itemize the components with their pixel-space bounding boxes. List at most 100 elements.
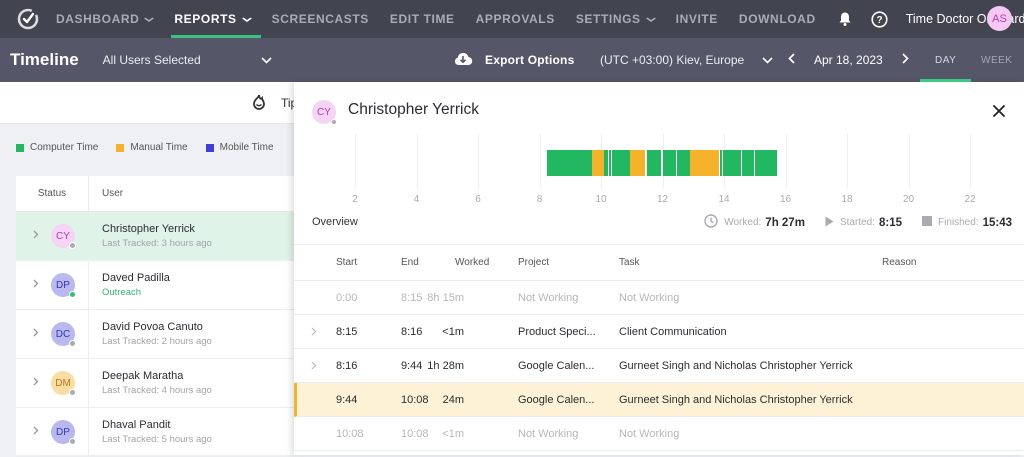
- computer-time-segment[interactable]: [755, 150, 777, 176]
- nav-item-reports[interactable]: REPORTS: [171, 0, 261, 38]
- tab-week[interactable]: WEEK: [981, 54, 1013, 66]
- computer-time-segment[interactable]: [608, 150, 612, 176]
- nav-item-approvals[interactable]: APPROVALS: [476, 0, 555, 38]
- current-date[interactable]: Apr 18, 2023: [814, 53, 883, 67]
- expand-chevron-icon[interactable]: [311, 315, 317, 348]
- activity-row[interactable]: 8:15 8:16 <1m Product Speci... Client Commun…: [294, 315, 1024, 349]
- column-header-task: Task: [619, 257, 640, 268]
- user-avatar: DM: [51, 371, 76, 396]
- chevron-down-icon: [144, 14, 155, 24]
- divider: [294, 244, 1024, 245]
- x-axis-tick: 4: [413, 194, 420, 205]
- nav-item-invite[interactable]: INVITE: [676, 0, 718, 38]
- cell-project: Product Speci...: [518, 325, 596, 338]
- x-axis-tick: 14: [718, 194, 730, 205]
- clock-icon: [704, 214, 718, 231]
- expand-chevron-icon[interactable]: [311, 349, 317, 382]
- nav-item-screencasts[interactable]: SCREENCASTS: [272, 0, 369, 38]
- cell-start: 0:00: [336, 291, 358, 304]
- computer-time-segment[interactable]: [604, 150, 609, 176]
- help-circle-icon[interactable]: ?: [871, 7, 888, 31]
- user-last-tracked: Last Tracked: 3 hours ago: [102, 238, 212, 249]
- status-dot: [69, 389, 76, 396]
- status-cell: DP: [16, 261, 89, 309]
- user-filter-value: All Users Selected: [102, 53, 201, 67]
- legend-manual-time: Manual Time: [116, 142, 188, 153]
- finished-value: 15:43: [982, 216, 1012, 229]
- column-header-project: Project: [518, 257, 550, 268]
- x-axis-tick: 10: [595, 194, 607, 205]
- nav-item-settings[interactable]: SETTINGS: [576, 0, 656, 38]
- nav-item-label: INVITE: [675, 12, 718, 26]
- manual-time-segment[interactable]: [591, 150, 605, 176]
- user-row[interactable]: DP Dhaval Pandit Last Tracked: 5 hours ago: [16, 408, 294, 457]
- activity-row[interactable]: 10:08 10:08 <1m Not Working Not Working: [294, 417, 1024, 451]
- x-axis-tick: 6: [475, 194, 481, 205]
- user-row[interactable]: DC David Povoa Canuto Last Tracked: 2 hour…: [16, 310, 294, 359]
- summary-stats: Worked: 7h 27m Started: 8:15 Finished: 1…: [684, 214, 1012, 231]
- computer-time-segment[interactable]: [741, 150, 755, 176]
- computer-time-segment[interactable]: [647, 150, 661, 176]
- x-axis-tick: 20: [902, 194, 915, 205]
- legend-label: Mobile Time: [219, 142, 274, 153]
- expand-chevron-icon[interactable]: [33, 377, 39, 389]
- avatar-initials: DM: [55, 377, 71, 389]
- next-day-button[interactable]: [901, 53, 909, 67]
- activity-row[interactable]: 8:16 9:44 1h 28m Google Calen... Gurneet Sin…: [294, 349, 1024, 383]
- expand-chevron-icon[interactable]: [33, 426, 39, 438]
- cell-task: Gurneet Singh and Nicholas Christopher Y…: [619, 359, 853, 372]
- export-options-button[interactable]: Export Options: [453, 38, 574, 82]
- gridline: [478, 134, 479, 188]
- gridline: [785, 134, 787, 188]
- cell-task: Not Working: [619, 427, 680, 440]
- column-header-start: Start: [336, 257, 358, 268]
- close-panel-button[interactable]: [992, 104, 1008, 120]
- time-doctor-logo-icon[interactable]: [16, 6, 40, 32]
- user-row[interactable]: CY Christopher Yerrick Last Tracked: 3 hou…: [16, 212, 294, 261]
- activity-row[interactable]: 0:00 8:15 8h 15m Not Working Not Working: [294, 281, 1024, 315]
- nav-item-edit-time[interactable]: EDIT TIME: [390, 0, 455, 38]
- user-row[interactable]: DM Deepak Maratha Last Tracked: 4 hours ag…: [16, 359, 294, 408]
- user-last-tracked: Last Tracked: 4 hours ago: [102, 385, 212, 396]
- gridline: [908, 134, 910, 188]
- cell-end: 10:08: [401, 393, 429, 406]
- nav-item-download[interactable]: DOWNLOAD: [739, 0, 816, 38]
- nav-item-dashboard[interactable]: DASHBOARD: [56, 0, 155, 38]
- bell-icon[interactable]: [837, 7, 853, 31]
- computer-time-segment[interactable]: [612, 150, 631, 176]
- tip-label[interactable]: Tip: [281, 96, 298, 110]
- activity-row[interactable]: 9:44 10:08 24m Google Calen... Gurneet Singh…: [294, 383, 1024, 417]
- timezone-dropdown[interactable]: (UTC +03:00) Kiev, Europe: [600, 38, 773, 82]
- user-avatar[interactable]: AS: [987, 6, 1012, 31]
- gridline: [416, 134, 418, 188]
- computer-time-segment[interactable]: [662, 150, 676, 176]
- computer-time-segment[interactable]: [547, 150, 592, 176]
- cell-start: 8:16: [336, 359, 358, 372]
- expand-chevron-icon[interactable]: [33, 279, 39, 291]
- cell-task: Gurneet Singh and Nicholas Christopher Y…: [619, 393, 853, 406]
- expand-chevron-icon[interactable]: [33, 230, 39, 242]
- manual-time-segment[interactable]: [690, 150, 719, 176]
- status-cell: DC: [16, 310, 89, 358]
- computer-time-segment[interactable]: [719, 150, 722, 176]
- user-cell: Christopher Yerrick Last Tracked: 3 hours…: [89, 212, 212, 260]
- user-cell: Dhaval Pandit Last Tracked: 5 hours ago: [89, 408, 212, 456]
- legend-label: Computer Time: [30, 142, 99, 153]
- tab-day[interactable]: DAY: [919, 38, 972, 82]
- cell-project: Not Working: [518, 291, 579, 304]
- expand-chevron-icon[interactable]: [33, 328, 39, 340]
- computer-time-segment[interactable]: [722, 150, 741, 176]
- user-filter-dropdown[interactable]: All Users Selected: [103, 53, 272, 67]
- avatar-initials: CY: [317, 106, 331, 118]
- user-name: Christopher Yerrick: [102, 223, 195, 235]
- user-name: Daved Padilla: [102, 272, 170, 284]
- user-row[interactable]: DP Daved Padilla Outreach: [16, 261, 294, 310]
- user-avatar: DP: [51, 420, 76, 445]
- stop-icon: [922, 216, 932, 229]
- manual-time-segment[interactable]: [630, 150, 645, 176]
- cell-task: Client Communication: [619, 325, 727, 338]
- x-axis-tick: 18: [841, 194, 853, 205]
- previous-day-button[interactable]: [788, 53, 796, 67]
- computer-time-segment[interactable]: [676, 150, 691, 176]
- cell-worked: 24m: [442, 393, 464, 406]
